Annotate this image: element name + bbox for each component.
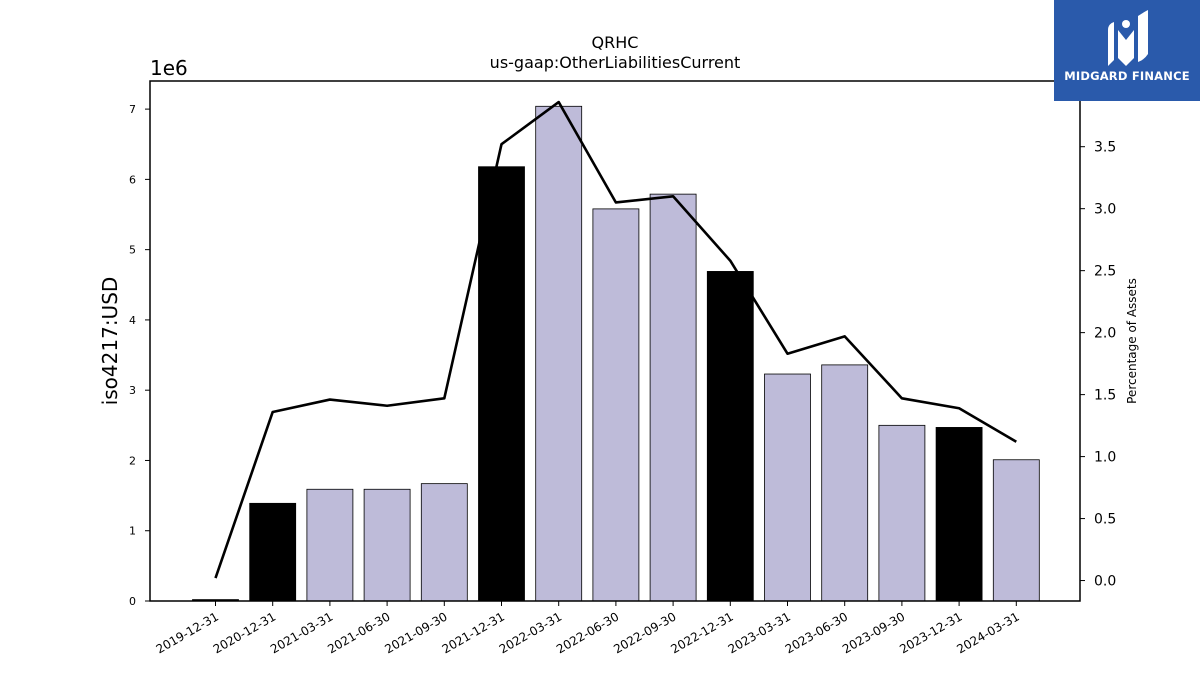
- bar-2022-06-30: [592, 208, 640, 602]
- y2-tick-label: 1.0: [1094, 450, 1116, 466]
- x-tick-label: 2022-09-30: [611, 609, 678, 656]
- logo-text: MIDGARD FINANCE: [1064, 69, 1190, 83]
- chart-subtitle: us-gaap:OtherLiabilitiesCurrent: [490, 53, 741, 72]
- x-tick-label: 2022-12-31: [668, 609, 735, 656]
- x-tick-label: 2022-03-31: [497, 609, 564, 656]
- y-tick-label: 6: [129, 173, 136, 186]
- bar-2020-12-31: [249, 502, 297, 602]
- x-tick-label: 2023-12-31: [897, 609, 964, 656]
- y-tick-label: 7: [129, 103, 136, 116]
- y-tick-label: 1: [129, 525, 136, 538]
- bar-2022-09-30: [649, 193, 697, 602]
- y2-tick-label: 1.5: [1094, 388, 1116, 404]
- y2-tick-label: 2.5: [1094, 264, 1116, 280]
- x-tick-label: 2021-03-31: [268, 609, 335, 656]
- bar-2021-06-30: [363, 488, 411, 602]
- bar-2022-03-31: [535, 105, 583, 602]
- percentage-line: [214, 100, 1017, 579]
- x-tick-label: 2021-12-31: [440, 609, 507, 656]
- y-tick-label: 2: [129, 454, 136, 467]
- x-tick-label: 2024-03-31: [954, 609, 1021, 656]
- y-tick-label: 3: [129, 384, 136, 397]
- x-tick-label: 2019-12-31: [154, 609, 221, 656]
- bar-2024-03-31: [992, 459, 1040, 602]
- y2-tick-label: 0.0: [1094, 574, 1116, 590]
- x-tick-label: 2023-03-31: [726, 609, 793, 656]
- y2-axis-label: Percentage of Assets: [1125, 278, 1139, 404]
- y2-tick-label: 3.0: [1094, 202, 1116, 218]
- x-tick-label: 2021-06-30: [325, 609, 392, 656]
- logo-mark-icon: [1108, 10, 1148, 66]
- x-tick-label: 2023-09-30: [840, 609, 907, 656]
- chart-title: QRHC: [592, 33, 639, 52]
- y-tick-label: 5: [129, 244, 136, 257]
- midgard-finance-logo: MIDGARD FINANCE: [1054, 0, 1200, 101]
- x-tick-label: 2020-12-31: [211, 609, 278, 656]
- y2-tick-label: 2.0: [1094, 326, 1116, 342]
- y-tick-label: 0: [129, 595, 136, 608]
- y2-tick-label: 0.5: [1094, 512, 1116, 528]
- y2-tick-label: 3.5: [1094, 140, 1116, 156]
- bar-2021-09-30: [420, 483, 468, 602]
- bars-group: [192, 105, 1040, 602]
- bar-2023-12-31: [935, 427, 983, 602]
- bar-2021-03-31: [306, 488, 354, 602]
- y-axis-label: iso4217:USD: [98, 277, 122, 406]
- bar-2023-03-31: [764, 373, 811, 602]
- offset-label: 1e6: [150, 56, 188, 80]
- bar-2023-06-30: [821, 364, 869, 602]
- bar-2021-12-31: [478, 166, 525, 602]
- plot-frame: [149, 80, 1081, 602]
- line-group: [214, 100, 1017, 579]
- bar-2022-12-31: [706, 271, 754, 602]
- y-tick-label: 4: [129, 314, 136, 327]
- x-tick-label: 2022-06-30: [554, 609, 621, 656]
- x-tick-label: 2023-06-30: [783, 609, 850, 656]
- x-tick-label: 2021-09-30: [382, 609, 449, 656]
- bar-2023-09-30: [878, 424, 926, 602]
